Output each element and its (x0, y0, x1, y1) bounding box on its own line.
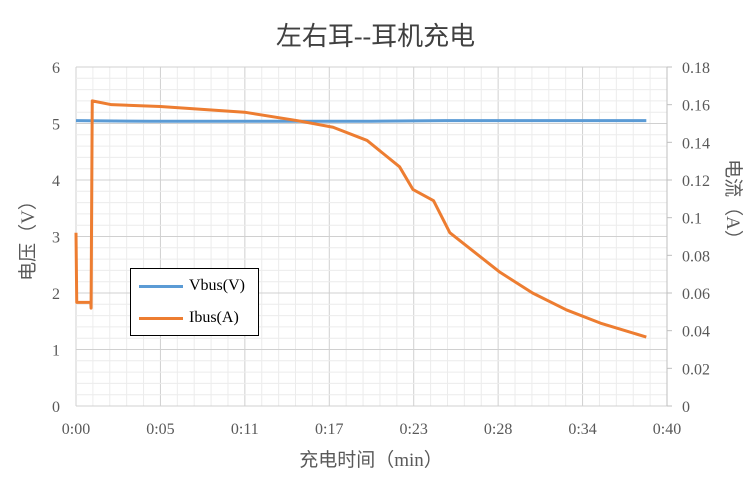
y-tick-label: 2 (52, 286, 60, 303)
y-tick-label: 5 (52, 117, 60, 134)
y-axis-label: 电压（V） (17, 191, 39, 281)
y2-tick-label: 0.06 (682, 286, 710, 303)
y2-tick-label: 0.02 (682, 361, 710, 378)
y-tick-label: 3 (52, 230, 60, 247)
y2-tick-label: 0.14 (682, 135, 710, 152)
y-tick-label: 0 (52, 399, 60, 416)
x-tick-label: 0:40 (653, 421, 681, 438)
x-tick-label: 0:11 (231, 421, 259, 438)
chart-title: 左右耳--耳机充电 (275, 22, 476, 51)
y-tick-label: 6 (52, 60, 60, 77)
x-tick-label: 0:00 (62, 421, 90, 438)
y2-tick-label: 0.08 (682, 248, 710, 265)
y2-tick-label: 0.12 (682, 173, 710, 190)
series-line-vbus (75, 119, 647, 123)
legend-label-ibus: Ibus(A) (189, 309, 239, 326)
x-tick-label: 0:23 (399, 421, 427, 438)
y2-tick-label: 0.16 (682, 98, 710, 115)
series-line-ibus (74, 99, 647, 339)
x-tick-label: 0:17 (315, 421, 343, 438)
legend: Vbus(V) Ibus(A) (130, 268, 259, 336)
y2-tick-label: 0.18 (682, 60, 710, 77)
y2-tick-label: 0 (682, 399, 690, 416)
y-tick-label: 4 (52, 173, 60, 190)
legend-label-vbus: Vbus(V) (189, 277, 245, 294)
x-tick-label: 0:28 (484, 421, 512, 438)
y2-axis-label: 电流（A） (722, 159, 744, 249)
y-tick-label: 1 (52, 343, 60, 360)
y2-tick-label: 0.04 (682, 324, 710, 341)
legend-swatch-ibus (139, 316, 183, 320)
y2-tick-label: 0.1 (682, 211, 702, 228)
x-tick-label: 0:05 (146, 421, 174, 438)
x-axis-label: 充电时间（min） (299, 449, 443, 471)
legend-item-ibus: Ibus(A) (139, 309, 239, 327)
legend-swatch-vbus (139, 284, 183, 288)
x-tick-label: 0:34 (568, 421, 596, 438)
legend-item-vbus: Vbus(V) (139, 277, 245, 295)
